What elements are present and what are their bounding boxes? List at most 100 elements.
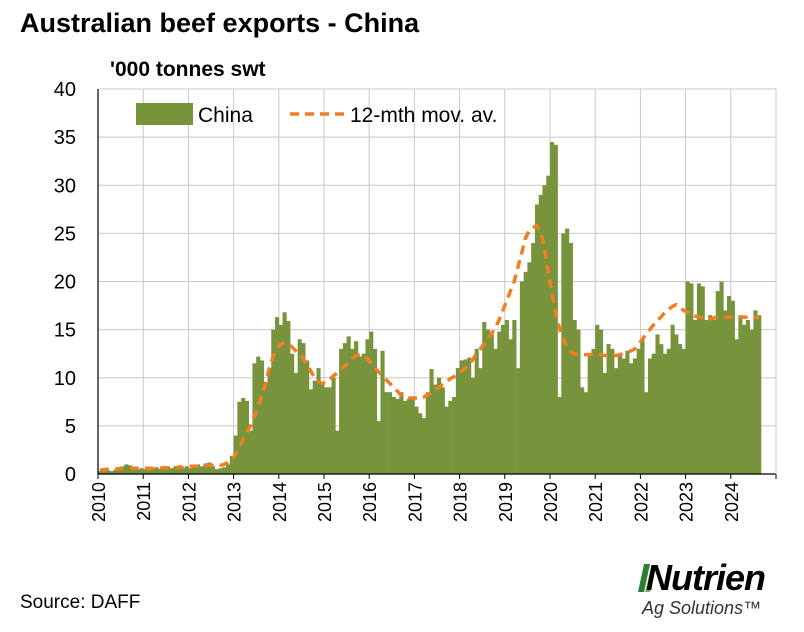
y-tick-label: 10 xyxy=(54,368,76,390)
bar xyxy=(425,392,430,474)
bar xyxy=(229,455,234,474)
bar xyxy=(275,317,280,474)
bar xyxy=(399,392,404,474)
bar xyxy=(715,291,720,474)
bar xyxy=(437,377,442,474)
y-tick-label: 30 xyxy=(54,175,76,197)
logo-wordmark: Nutrien xyxy=(646,557,766,598)
bar xyxy=(214,469,219,474)
bar xyxy=(226,464,231,474)
bar xyxy=(124,464,129,474)
y-tick-label: 0 xyxy=(65,464,76,486)
x-tick-label: 2015 xyxy=(315,482,335,522)
x-tick-label: 2013 xyxy=(225,482,245,522)
bar xyxy=(700,286,705,474)
bar xyxy=(674,334,679,474)
bar xyxy=(663,353,668,474)
bar xyxy=(738,315,743,474)
bar xyxy=(433,384,438,474)
bar xyxy=(538,194,543,474)
bar xyxy=(150,468,155,474)
bar xyxy=(561,233,566,474)
bar xyxy=(369,331,374,474)
x-tick-label: 2024 xyxy=(722,482,742,522)
bar xyxy=(572,320,577,474)
bar xyxy=(534,204,540,474)
bar xyxy=(753,310,758,474)
legend-label-china: China xyxy=(198,104,253,127)
bar xyxy=(493,348,498,474)
bar xyxy=(568,243,573,474)
x-tick-label: 2020 xyxy=(541,482,561,522)
bar xyxy=(527,262,532,474)
bar xyxy=(455,368,460,474)
bar xyxy=(180,468,185,474)
bar xyxy=(708,315,713,474)
y-tick-label: 5 xyxy=(65,416,76,438)
bar xyxy=(259,360,265,474)
bar xyxy=(354,341,359,474)
bar xyxy=(689,283,694,474)
bar xyxy=(512,320,517,474)
y-tick-label: 25 xyxy=(54,223,76,245)
bar xyxy=(384,392,389,474)
bar xyxy=(629,363,634,474)
bar xyxy=(271,329,276,474)
bar xyxy=(485,329,491,474)
bar xyxy=(587,353,592,474)
bar xyxy=(116,469,121,474)
bar xyxy=(380,350,385,474)
moving-average-series xyxy=(99,223,760,472)
bar xyxy=(320,384,325,474)
bar xyxy=(165,466,170,474)
bar xyxy=(195,464,201,474)
bar xyxy=(241,397,246,474)
bar xyxy=(448,400,453,474)
bar xyxy=(504,320,509,474)
y-tick-label: 40 xyxy=(54,79,76,101)
x-tick-label: 2022 xyxy=(631,482,651,522)
logo-subtitle: Ag Solutions™ xyxy=(642,598,762,618)
bar xyxy=(135,469,140,474)
bar xyxy=(644,392,649,474)
x-tick-label: 2011 xyxy=(134,482,154,521)
bar xyxy=(113,470,118,474)
bar xyxy=(312,380,317,474)
bar xyxy=(365,339,370,474)
bar xyxy=(331,377,336,474)
bar xyxy=(467,357,472,474)
y-tick-label: 20 xyxy=(54,272,76,294)
bar xyxy=(470,377,476,474)
bar xyxy=(286,320,291,474)
bar xyxy=(192,467,197,474)
bar xyxy=(395,398,400,474)
bar xyxy=(655,334,660,474)
bar xyxy=(177,465,182,474)
bar xyxy=(696,283,702,474)
bar xyxy=(169,468,174,474)
bar xyxy=(501,324,506,474)
bar xyxy=(267,368,272,474)
bar xyxy=(131,468,137,474)
bar xyxy=(188,468,193,474)
bar xyxy=(459,360,464,474)
bar xyxy=(173,466,178,474)
bar xyxy=(681,348,686,474)
bar xyxy=(621,358,626,474)
bar xyxy=(101,471,106,474)
bar xyxy=(625,350,630,474)
bar xyxy=(444,406,449,474)
bar xyxy=(162,468,167,474)
leaf-icon xyxy=(638,564,656,592)
bar xyxy=(339,348,344,474)
bar xyxy=(516,368,521,474)
bar xyxy=(244,400,250,474)
bar xyxy=(357,356,363,474)
bar xyxy=(429,369,434,474)
bar xyxy=(508,339,513,474)
bar xyxy=(361,353,366,474)
bar xyxy=(632,358,637,474)
bar xyxy=(565,228,570,474)
bar xyxy=(248,430,253,474)
bar xyxy=(293,372,298,474)
